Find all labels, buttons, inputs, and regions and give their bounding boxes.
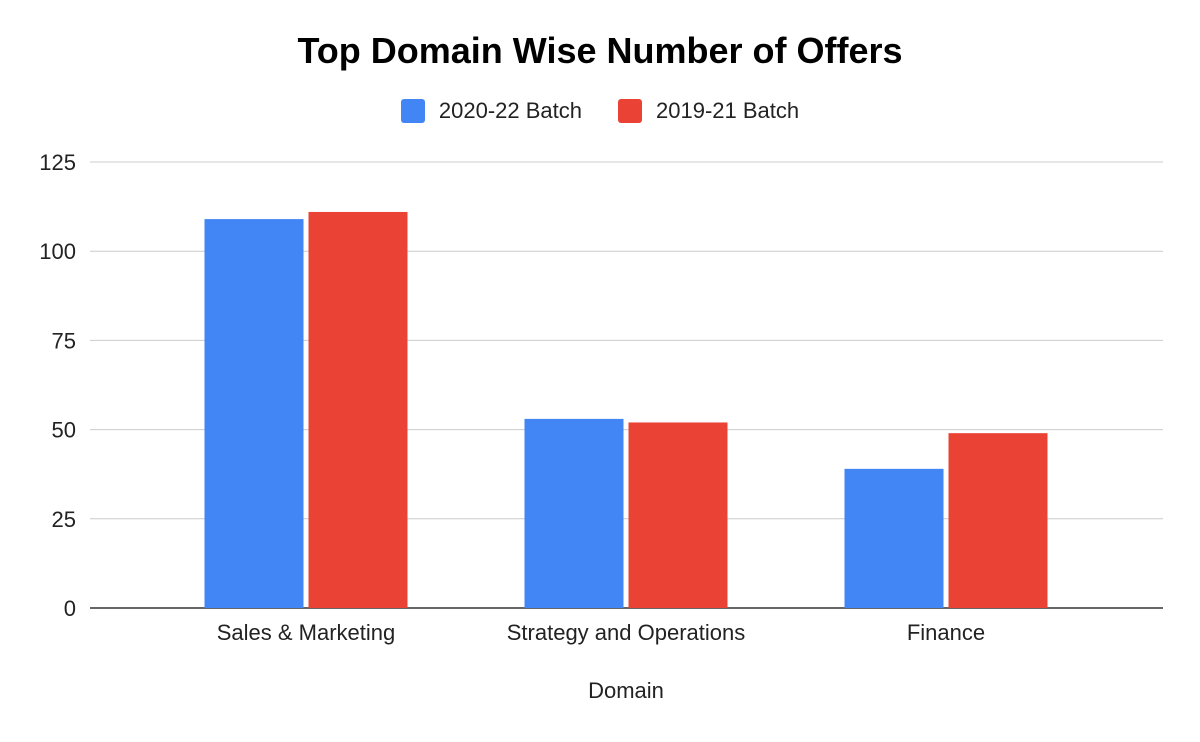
y-tick-label: 50	[52, 418, 76, 443]
bar	[948, 433, 1048, 608]
x-tick-label: Finance	[907, 620, 985, 645]
y-tick-label: 0	[64, 596, 76, 621]
y-tick-label: 125	[39, 150, 76, 175]
legend-swatch-series-1	[400, 99, 425, 123]
legend: 2020-22 Batch 2019-21 Batch	[0, 98, 1200, 124]
bar	[524, 418, 624, 608]
bar	[204, 219, 304, 608]
x-tick-label: Sales & Marketing	[217, 620, 396, 645]
x-axis-title: Domain	[588, 678, 664, 703]
y-tick-label: 75	[52, 328, 76, 353]
x-tick-label: Strategy and Operations	[507, 620, 745, 645]
y-tick-label: 100	[39, 239, 76, 264]
chart-title: Top Domain Wise Number of Offers	[297, 30, 903, 71]
y-tick-label: 25	[52, 507, 76, 532]
bar	[308, 211, 408, 608]
legend-label-series-1: 2020-22 Batch	[438, 98, 582, 123]
bar	[628, 422, 728, 608]
legend-label-series-2: 2019-21 Batch	[656, 98, 800, 123]
legend-item-series-2: 2019-21 Batch	[618, 98, 799, 124]
legend-item-series-1: 2020-22 Batch	[400, 98, 582, 124]
bar	[844, 468, 944, 608]
legend-swatch-series-2	[618, 99, 642, 123]
